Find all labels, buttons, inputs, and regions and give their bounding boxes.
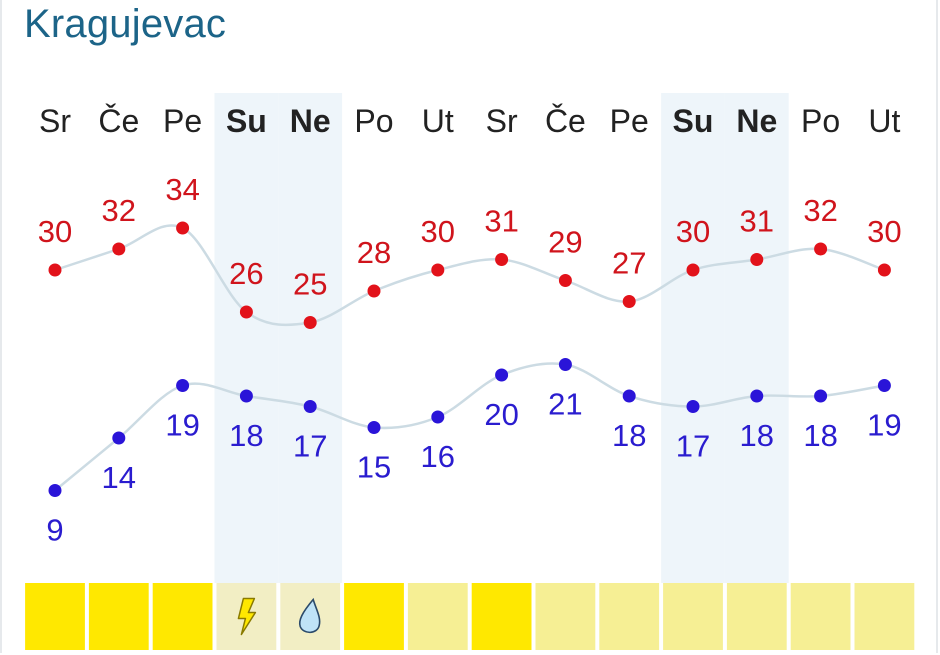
day-label: Su — [673, 103, 714, 139]
low-value-label: 18 — [229, 418, 263, 453]
low-value-label: 18 — [740, 418, 774, 453]
low-point — [495, 368, 509, 382]
high-point — [686, 263, 700, 277]
weather-cell-sunny[interactable] — [471, 583, 532, 650]
high-value-label: 29 — [548, 225, 582, 260]
low-point — [431, 410, 445, 424]
day-label: Sr — [486, 103, 518, 139]
weather-cell-sunny[interactable] — [25, 583, 85, 650]
high-point — [814, 242, 828, 256]
high-point — [622, 295, 636, 308]
high-value-label: 30 — [38, 214, 72, 249]
weather-strip — [25, 583, 915, 650]
weekend-band — [278, 93, 343, 583]
weather-cell-partly-sunny[interactable] — [726, 583, 787, 650]
high-point — [877, 263, 891, 277]
low-point — [814, 389, 828, 403]
high-value-label: 27 — [612, 246, 646, 281]
day-label: Ut — [422, 103, 454, 139]
high-value-label: 25 — [293, 267, 327, 302]
high-value-label: 28 — [357, 235, 391, 270]
low-value-label: 19 — [165, 408, 199, 443]
series-points — [48, 221, 891, 497]
low-value-label: 21 — [548, 387, 582, 422]
low-value-label: 16 — [421, 439, 455, 474]
low-value-label: 18 — [612, 418, 646, 453]
low-point — [877, 379, 891, 392]
high-point — [48, 263, 62, 277]
low-value-label: 17 — [293, 429, 327, 464]
weather-cell-sunny[interactable] — [88, 583, 149, 650]
weather-cell-sunny[interactable] — [152, 583, 213, 650]
weather-cell-partly-sunny[interactable] — [535, 583, 596, 650]
high-value-label: 30 — [421, 214, 455, 249]
high-value-label: 30 — [676, 214, 710, 249]
day-label: Če — [545, 103, 586, 139]
low-point — [48, 484, 62, 497]
lightning-icon — [237, 597, 257, 636]
low-point — [558, 358, 572, 371]
day-label: Su — [226, 103, 267, 139]
low-point — [686, 400, 700, 413]
high-point — [367, 284, 381, 298]
low-point — [750, 389, 764, 403]
low-value-label: 17 — [676, 429, 710, 464]
day-label: Pe — [163, 103, 202, 139]
high-point — [176, 221, 190, 235]
weather-cell-sunny[interactable] — [344, 583, 404, 650]
high-value-label: 26 — [229, 256, 263, 291]
weather-cell-partly-sunny[interactable] — [407, 583, 468, 650]
weather-cell-partly-sunny[interactable] — [599, 583, 660, 650]
high-point — [558, 274, 572, 287]
low-point — [303, 400, 317, 413]
low-value-label: 15 — [357, 450, 391, 485]
day-label: Ne — [736, 103, 777, 139]
high-value-label: 30 — [867, 214, 901, 249]
high-value-label: 31 — [740, 204, 774, 239]
day-label: Pe — [610, 103, 649, 139]
weekend-bands — [214, 93, 789, 583]
raindrop-icon — [298, 597, 321, 634]
high-value-label: 32 — [102, 193, 136, 228]
value-labels: 30 32 34 26 25 28 30 31 29 27 30 31 32 30 9 14 19 18 17 15 1… — [38, 172, 902, 548]
high-point — [495, 253, 509, 266]
day-label: Po — [354, 103, 393, 139]
low-point — [176, 379, 190, 392]
day-label: Sr — [39, 103, 71, 139]
low-point — [239, 389, 253, 403]
weather-cell-partly-sunny[interactable] — [663, 583, 723, 650]
high-point — [112, 242, 126, 256]
high-point — [303, 316, 317, 329]
weekend-band — [724, 93, 789, 583]
weather-cell-partly-sunny[interactable] — [790, 583, 851, 650]
high-point — [239, 305, 253, 319]
low-point — [367, 421, 381, 434]
low-point — [622, 389, 636, 403]
day-labels: Sr Če Pe Su Ne Po Ut Sr Če Pe Su Ne Po Ut — [39, 103, 901, 139]
high-value-label: 32 — [803, 193, 837, 228]
high-series-line — [54, 224, 885, 327]
low-value-label: 14 — [102, 460, 136, 495]
weekend-band — [214, 93, 279, 583]
low-value-label: 18 — [803, 418, 837, 453]
low-value-label: 20 — [484, 397, 518, 432]
weather-cell-partly-sunny[interactable] — [854, 583, 915, 650]
day-label: Če — [98, 103, 139, 139]
day-label: Ne — [290, 103, 331, 139]
city-title: Kragujevac — [24, 2, 227, 46]
day-label: Po — [801, 103, 840, 139]
high-value-label: 34 — [165, 172, 199, 207]
weekend-band — [661, 93, 725, 583]
high-point — [750, 253, 764, 266]
low-point — [112, 431, 126, 445]
low-value-label: 19 — [867, 408, 901, 443]
high-point — [431, 263, 445, 277]
low-value-label: 9 — [46, 513, 63, 548]
day-label: Ut — [868, 103, 900, 139]
high-value-label: 31 — [484, 204, 518, 239]
